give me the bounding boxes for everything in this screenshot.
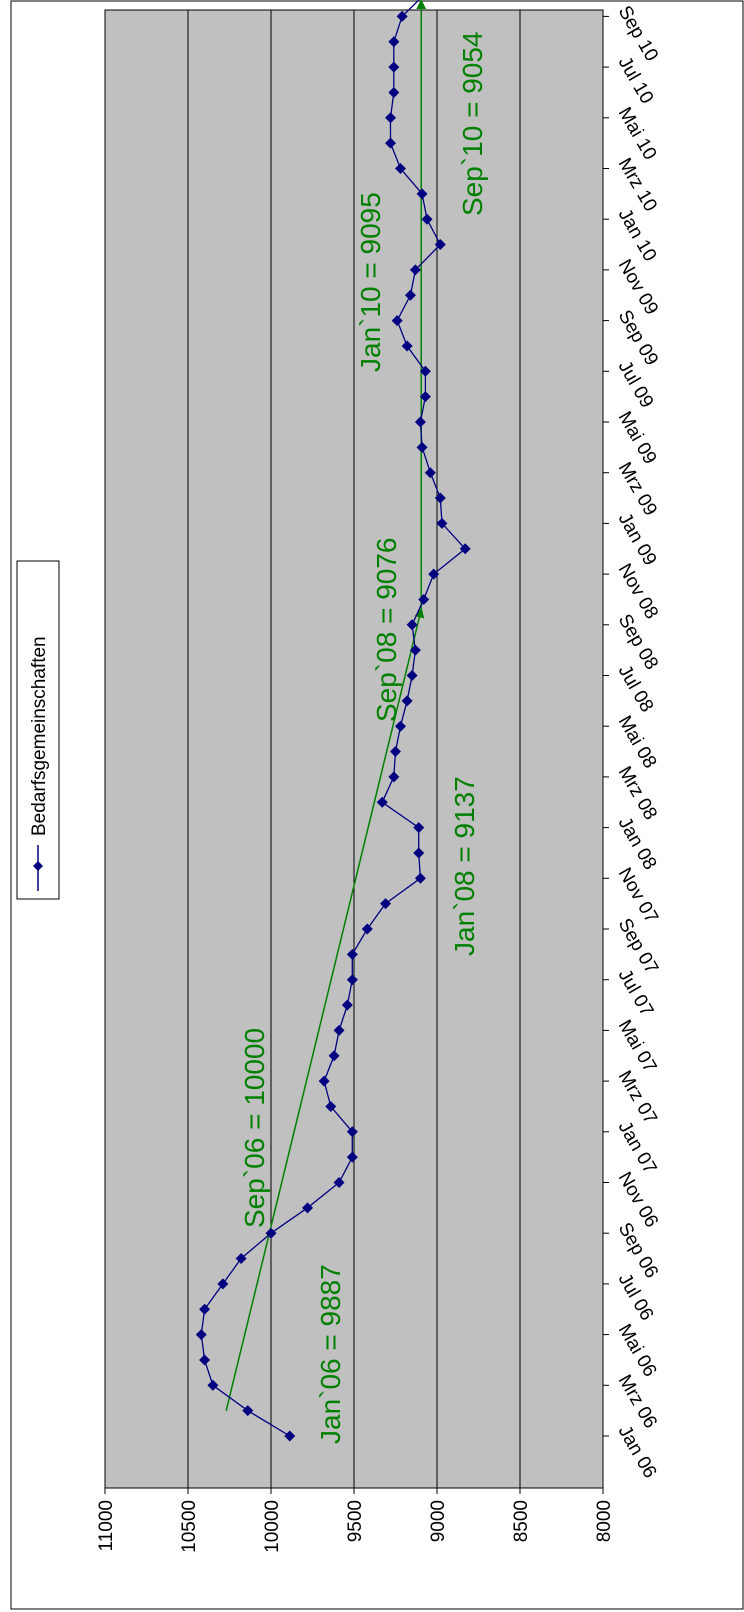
data-point	[436, 517, 448, 529]
data-point	[385, 112, 397, 124]
data-point	[207, 1379, 219, 1391]
data-point	[459, 543, 471, 555]
annotations: Jan`06 = 9887 Sep`06 = 10000 Jan`08 = 9137…	[239, 32, 488, 1445]
data-point	[235, 1253, 247, 1265]
data-point	[199, 1303, 211, 1315]
trend-lines	[225, 0, 427, 1411]
data-point	[394, 163, 406, 174]
value-tick-label: 8500	[511, 1500, 532, 1542]
data-point	[346, 974, 358, 986]
legend: Bedarfsgemeinschaften	[16, 560, 60, 900]
value-tick-label: 8000	[594, 1500, 615, 1542]
value-tick-label: 10000	[262, 1500, 283, 1553]
data-point	[242, 1405, 254, 1417]
data-point	[416, 188, 428, 200]
value-tick-label: 10500	[179, 1500, 200, 1553]
value-tick-label: 11000	[96, 1500, 117, 1551]
data-point	[396, 10, 408, 22]
data-point	[414, 416, 426, 428]
data-point	[413, 822, 425, 834]
data-point	[421, 213, 433, 225]
data-point	[284, 1430, 296, 1442]
annotation-label: Jan`10 = 9095	[355, 192, 386, 372]
data-point	[419, 391, 431, 403]
series-bedarfsgemeinschaften	[195, 0, 471, 1442]
data-point	[404, 289, 416, 301]
data-point	[428, 568, 440, 580]
data-point	[418, 593, 430, 605]
data-point	[406, 670, 418, 681]
data-point	[388, 61, 400, 73]
data-point	[328, 1050, 340, 1062]
data-point	[409, 264, 421, 276]
annotation-label: Jan`06 = 9887	[315, 1264, 346, 1444]
legend-box	[16, 560, 60, 900]
data-point	[195, 1329, 207, 1341]
legend-label: Bedarfsgemeinschaften	[29, 636, 50, 836]
data-point	[401, 340, 413, 352]
data-point	[346, 948, 358, 960]
value-tick-label: 9500	[345, 1500, 366, 1542]
annotation-label: Jan`08 = 9137	[449, 776, 480, 956]
data-point	[217, 1278, 229, 1290]
legend-marker-icon	[33, 861, 43, 871]
data-point	[376, 796, 388, 808]
series-line	[200, 0, 467, 1437]
data-point	[341, 999, 353, 1011]
data-point	[333, 1024, 345, 1036]
data-point	[333, 1177, 345, 1188]
data-point	[346, 1151, 358, 1163]
data-point	[414, 872, 426, 884]
data-point	[394, 720, 406, 732]
value-tick-label: 9000	[428, 1500, 449, 1542]
data-point	[413, 847, 425, 859]
data-point	[346, 1126, 358, 1138]
data-point	[385, 137, 397, 149]
annotation-label: Sep`10 = 9054	[457, 32, 488, 217]
data-point	[401, 695, 413, 707]
data-point	[325, 1100, 337, 1112]
gridlines	[187, 10, 521, 1488]
annotation-label: Sep`08 = 9076	[371, 538, 402, 723]
data-point	[265, 1227, 277, 1239]
data-point	[406, 619, 418, 631]
data-point	[361, 923, 373, 935]
value-axis: 8000 8500 9000 9500 10000 10500 11000	[96, 1488, 615, 1553]
data-point	[391, 315, 403, 327]
data-point	[416, 441, 428, 453]
trend-line	[225, 607, 425, 1411]
data-point	[318, 1075, 330, 1087]
data-point	[388, 36, 400, 48]
data-point	[424, 467, 436, 479]
data-point	[409, 644, 421, 656]
data-point	[302, 1202, 314, 1214]
data-point	[419, 365, 431, 377]
data-point	[390, 746, 401, 758]
data-point	[434, 492, 446, 504]
data-point	[434, 239, 446, 251]
data-point	[199, 1354, 211, 1366]
annotation-label: Sep`06 = 10000	[239, 1028, 270, 1228]
data-point	[388, 771, 400, 783]
data-point	[380, 898, 392, 910]
data-point	[388, 86, 400, 98]
